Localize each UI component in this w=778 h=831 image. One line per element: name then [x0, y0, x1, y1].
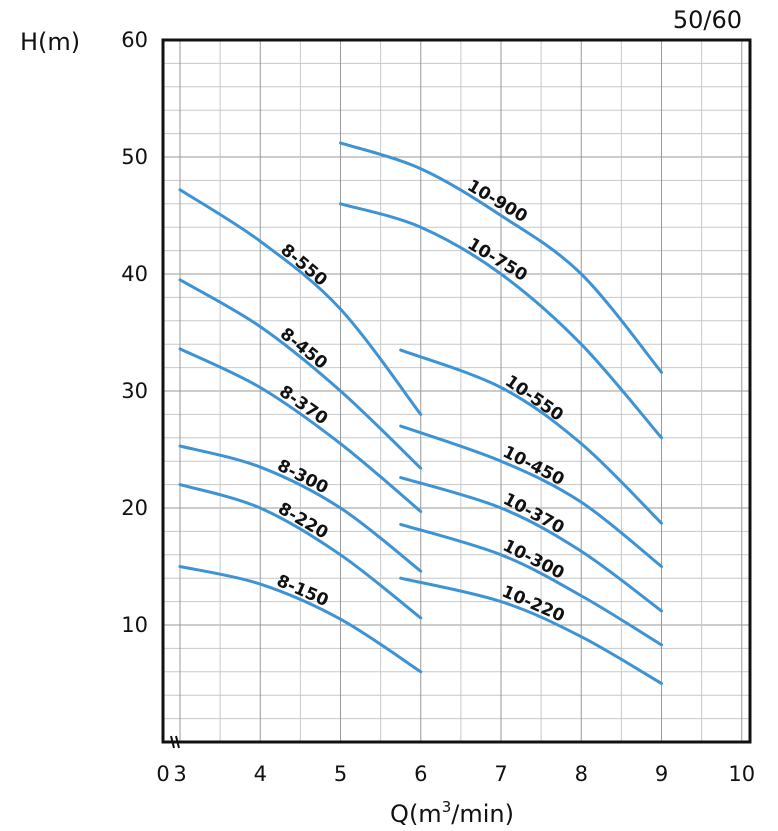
x-tick-label: 5 — [334, 762, 347, 786]
x-tick-label: 4 — [254, 762, 267, 786]
curve-10-220 — [399, 576, 663, 685]
x-tick-label: 3 — [173, 762, 186, 786]
plot-frame — [161, 38, 752, 744]
curve-8-150 — [178, 565, 423, 674]
x-tick-label: 6 — [414, 762, 427, 786]
x-axis-break-mark — [170, 735, 180, 749]
x-tick-label: 8 — [575, 762, 588, 786]
y-tick-label: 40 — [121, 262, 148, 286]
curve-8-220 — [178, 483, 423, 620]
curve-label-8-450: 8-450 — [276, 324, 331, 374]
x-axis-title-prefix: Q(m — [390, 800, 442, 828]
curve-label-8-300: 8-300 — [274, 456, 332, 499]
y-tick-label: 20 — [121, 496, 148, 520]
y-axis-title: H(m) — [20, 28, 80, 56]
curve-10-900 — [339, 141, 663, 374]
y-tick-label: 30 — [121, 379, 148, 403]
curve-8-370 — [178, 347, 423, 514]
curve-10-300 — [399, 522, 663, 647]
curve-10-370 — [399, 476, 663, 613]
y-tick-labels: 10 20 30 40 50 60 — [121, 28, 148, 637]
curve-10-750 — [339, 202, 663, 440]
curve-label-10-550: 10-550 — [501, 371, 567, 425]
x-tick-label: 9 — [655, 762, 668, 786]
curve-label-8-370: 8-370 — [275, 382, 331, 430]
grid — [163, 40, 750, 742]
y-tick-label: 50 — [121, 145, 148, 169]
curve-label-8-150: 8-150 — [273, 571, 331, 611]
x-axis-title: Q(m3/min) — [390, 798, 514, 828]
curve-8-450 — [178, 278, 423, 470]
x-tick-label: 10 — [728, 762, 755, 786]
curve-10-450 — [399, 424, 663, 568]
axis-break-stroke — [170, 735, 175, 749]
x-axis-title-superscript: 3 — [442, 798, 452, 816]
corner-label: 50/60 — [673, 6, 742, 34]
curve-label-10-220: 10-220 — [499, 582, 568, 627]
curve-label-8-220: 8-220 — [274, 499, 331, 544]
curve-10-550 — [399, 348, 663, 525]
x-axis-title-suffix: /min) — [451, 800, 514, 828]
curve-8-300 — [178, 444, 423, 573]
curve-label-10-900: 10-900 — [464, 176, 531, 227]
axis-break-stroke — [175, 735, 180, 749]
curve-label-10-750: 10-750 — [464, 234, 531, 286]
x-tick-label: 7 — [494, 762, 507, 786]
curve-8-550 — [178, 188, 423, 416]
y-tick-label: 10 — [121, 613, 148, 637]
x-tick-labels: 0 3 4 5 6 7 8 9 10 — [156, 762, 755, 786]
y-tick-label: 60 — [121, 28, 148, 52]
x-tick-label: 0 — [156, 762, 169, 786]
curves — [178, 141, 663, 685]
curve-label-8-550: 8-550 — [276, 240, 331, 290]
